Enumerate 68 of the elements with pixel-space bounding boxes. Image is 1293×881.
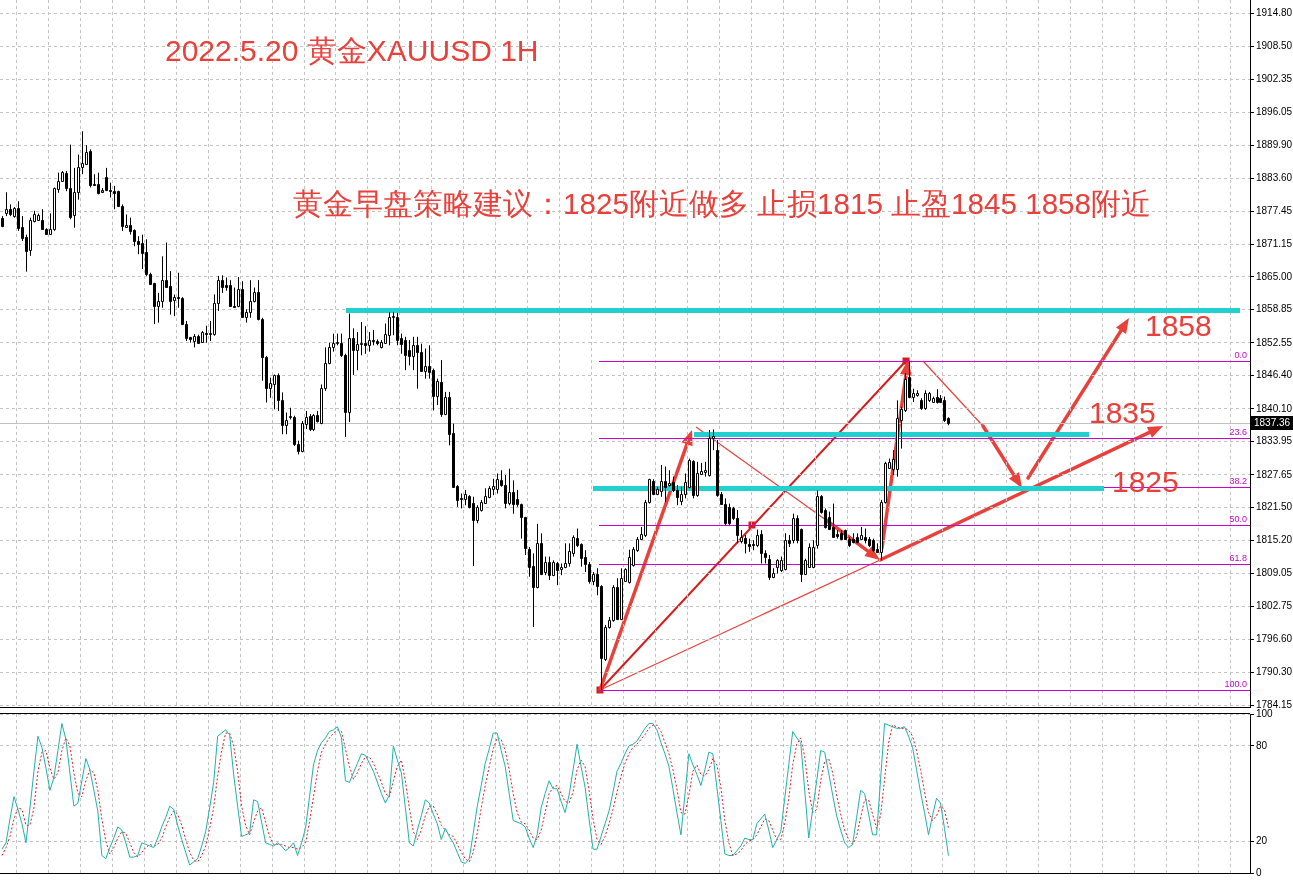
candlestick [205, 325, 208, 344]
candlestick [556, 561, 559, 586]
y-tick-label: 100 [1256, 707, 1274, 719]
text: 2022.5.20 黄金XAUUSD 1H [165, 34, 539, 67]
y-tick-label: 1852.55 [1256, 336, 1293, 348]
candlestick [496, 472, 499, 495]
candlestick [89, 148, 92, 188]
candlestick [424, 347, 427, 380]
y-tick-label: 80 [1256, 739, 1268, 751]
y-tick-label: 1908.50 [1256, 40, 1293, 52]
y-tick-label: 20 [1256, 834, 1268, 846]
y-tick-label: 1827.65 [1256, 468, 1293, 480]
annotation: 38.2 [1229, 475, 1247, 486]
candlestick [201, 330, 204, 344]
candlestick [464, 489, 467, 506]
y-tick-label: 1846.40 [1256, 369, 1293, 381]
y-tick-label: 1815.20 [1256, 534, 1293, 546]
candlestick [5, 191, 8, 217]
candlestick [312, 413, 315, 432]
candlestick [309, 413, 312, 432]
y-tick-label: 1914.80 [1256, 6, 1293, 18]
ref-line-label: 1837.36 [1254, 416, 1291, 428]
y-tick-label: 1877.45 [1256, 204, 1293, 216]
candlestick [924, 389, 927, 411]
y-tick-label: 1896.05 [1256, 106, 1293, 118]
y-tick-label: 1858.85 [1256, 303, 1293, 315]
y-tick-label: 1790.30 [1256, 666, 1293, 678]
candlestick [273, 373, 276, 410]
annotation: 50.0 [1229, 514, 1247, 525]
annotation: 61.8 [1229, 553, 1247, 563]
candlestick [364, 325, 367, 355]
y-tick-label: 1871.15 [1256, 238, 1293, 250]
annotation: 100.0 [1224, 679, 1247, 690]
candlestick [1, 215, 4, 228]
y-tick-label: 1796.60 [1256, 632, 1293, 644]
candlestick [388, 311, 391, 346]
candlestick [197, 334, 200, 344]
candlestick [113, 185, 116, 210]
candlestick [472, 496, 475, 567]
annotation: 0.0 [1234, 349, 1247, 360]
candlestick [943, 396, 946, 423]
y-tick-label: 1883.60 [1256, 172, 1293, 184]
annotation: 1835 [1089, 395, 1156, 429]
y-tick-label: 1784.15 [1256, 698, 1293, 710]
candlestick [548, 556, 551, 581]
y-tick-label: 1865.00 [1256, 270, 1293, 282]
candlestick [229, 279, 232, 307]
y-tick-label: 0 [1256, 866, 1262, 878]
candlestick [916, 389, 919, 398]
candlestick [416, 336, 419, 390]
annotation: 23.6 [1229, 427, 1247, 438]
y-tick-label: 1809.05 [1256, 567, 1293, 579]
text: 黄金早盘策略建议：1825附近做多 止损1815 止盈1845 1858附近 [293, 187, 1152, 220]
annotation: 1858 [1145, 308, 1212, 342]
y-tick-label: 1821.50 [1256, 501, 1293, 513]
candlestick [440, 359, 443, 418]
candlestick [936, 388, 939, 405]
candlestick [97, 172, 100, 195]
candlestick [241, 280, 244, 319]
candlestick [404, 336, 407, 371]
candlestick [193, 333, 196, 348]
y-tick-label: 1902.35 [1256, 72, 1293, 84]
candlestick [249, 279, 252, 319]
candlestick [408, 339, 411, 366]
y-tick-label: 1802.75 [1256, 600, 1293, 612]
y-tick-label: 1840.10 [1256, 402, 1293, 414]
y-tick-label: 1889.90 [1256, 138, 1293, 150]
y-tick-label: 1833.95 [1256, 435, 1293, 447]
